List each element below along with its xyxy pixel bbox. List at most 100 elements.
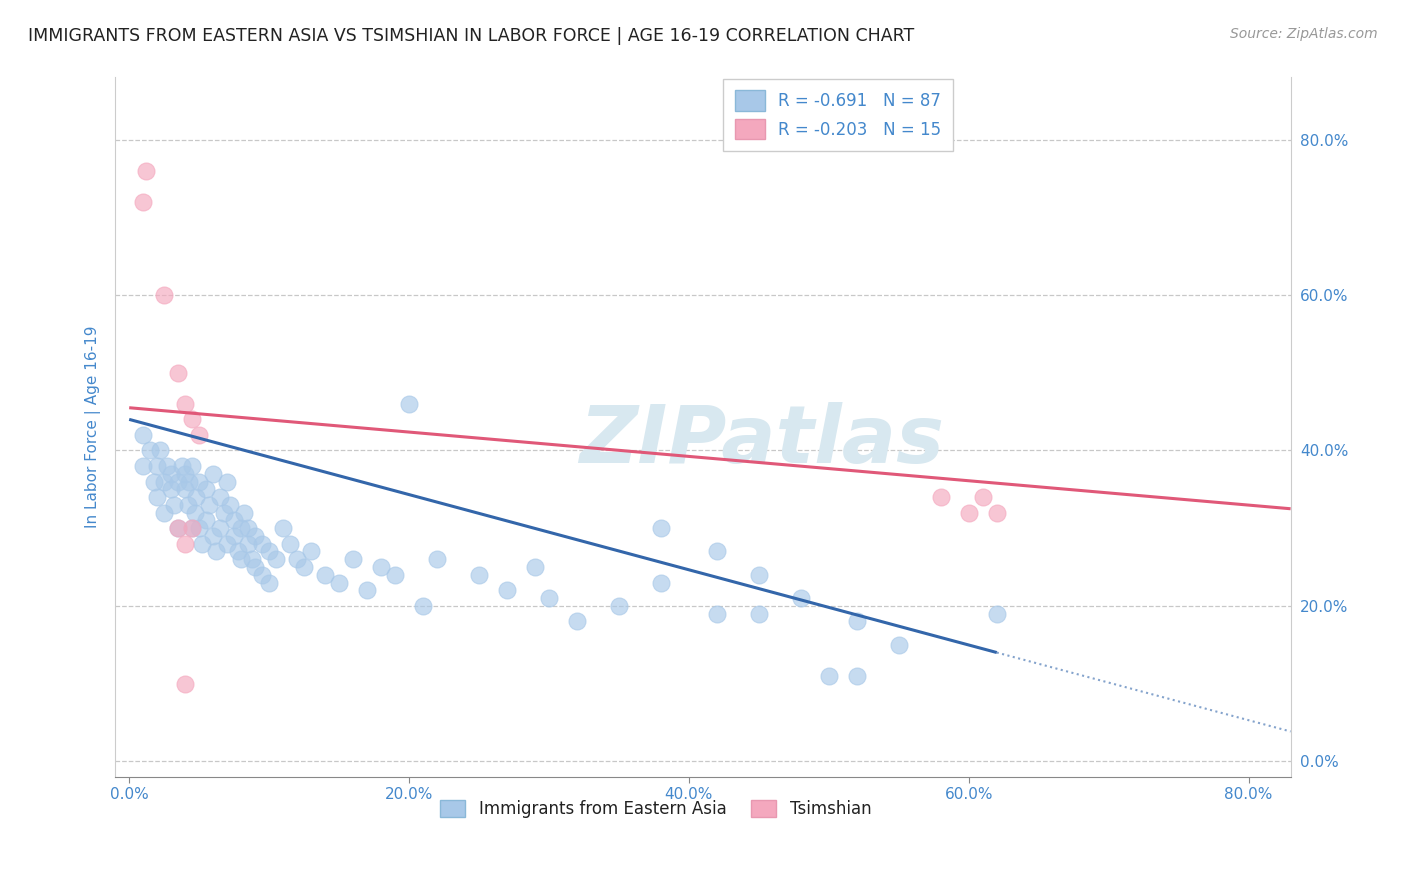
Point xyxy=(271,521,294,535)
Point xyxy=(177,498,200,512)
Point xyxy=(986,607,1008,621)
Point xyxy=(224,529,246,543)
Point xyxy=(167,475,190,489)
Point xyxy=(706,607,728,621)
Point xyxy=(202,467,225,481)
Point xyxy=(228,544,250,558)
Point xyxy=(167,366,190,380)
Point xyxy=(790,591,813,606)
Point xyxy=(236,537,259,551)
Point xyxy=(356,583,378,598)
Point xyxy=(845,615,868,629)
Point xyxy=(229,552,252,566)
Point xyxy=(179,475,201,489)
Point xyxy=(426,552,449,566)
Point xyxy=(153,288,176,302)
Point xyxy=(149,443,172,458)
Point xyxy=(748,607,770,621)
Point xyxy=(565,615,588,629)
Point xyxy=(887,638,910,652)
Point xyxy=(607,599,630,613)
Point xyxy=(209,490,232,504)
Point xyxy=(243,529,266,543)
Point xyxy=(202,529,225,543)
Point xyxy=(468,567,491,582)
Point xyxy=(167,521,190,535)
Point xyxy=(217,475,239,489)
Point xyxy=(264,552,287,566)
Point xyxy=(250,537,273,551)
Point xyxy=(236,521,259,535)
Point xyxy=(342,552,364,566)
Point xyxy=(817,669,839,683)
Point xyxy=(257,575,280,590)
Point xyxy=(174,537,197,551)
Point xyxy=(537,591,560,606)
Point xyxy=(214,506,236,520)
Point xyxy=(174,676,197,690)
Point xyxy=(299,544,322,558)
Point xyxy=(384,567,406,582)
Point xyxy=(146,458,169,473)
Point xyxy=(412,599,434,613)
Point xyxy=(845,669,868,683)
Point xyxy=(181,412,204,426)
Point xyxy=(146,490,169,504)
Point xyxy=(153,475,176,489)
Point xyxy=(160,483,183,497)
Y-axis label: In Labor Force | Age 16-19: In Labor Force | Age 16-19 xyxy=(86,326,101,528)
Point xyxy=(217,537,239,551)
Point xyxy=(205,544,228,558)
Point xyxy=(163,498,186,512)
Point xyxy=(243,560,266,574)
Legend: Immigrants from Eastern Asia, Tsimshian: Immigrants from Eastern Asia, Tsimshian xyxy=(433,793,879,824)
Point xyxy=(370,560,392,574)
Point xyxy=(240,552,263,566)
Point xyxy=(250,567,273,582)
Point xyxy=(156,458,179,473)
Point xyxy=(139,443,162,458)
Point xyxy=(972,490,994,504)
Point xyxy=(496,583,519,598)
Point xyxy=(285,552,308,566)
Point xyxy=(957,506,980,520)
Point xyxy=(181,458,204,473)
Point xyxy=(195,483,218,497)
Point xyxy=(188,521,211,535)
Point xyxy=(191,537,214,551)
Text: IMMIGRANTS FROM EASTERN ASIA VS TSIMSHIAN IN LABOR FORCE | AGE 16-19 CORRELATION: IMMIGRANTS FROM EASTERN ASIA VS TSIMSHIA… xyxy=(28,27,914,45)
Point xyxy=(153,506,176,520)
Point xyxy=(181,521,204,535)
Point xyxy=(132,428,155,442)
Point xyxy=(219,498,242,512)
Point xyxy=(188,475,211,489)
Point xyxy=(132,194,155,209)
Point xyxy=(748,567,770,582)
Point xyxy=(229,521,252,535)
Point xyxy=(650,521,672,535)
Point xyxy=(224,513,246,527)
Point xyxy=(186,490,208,504)
Point xyxy=(172,458,194,473)
Point xyxy=(209,521,232,535)
Point xyxy=(278,537,301,551)
Point xyxy=(143,475,166,489)
Point xyxy=(232,506,254,520)
Point xyxy=(167,521,190,535)
Point xyxy=(706,544,728,558)
Point xyxy=(328,575,350,590)
Point xyxy=(650,575,672,590)
Text: Source: ZipAtlas.com: Source: ZipAtlas.com xyxy=(1230,27,1378,41)
Point xyxy=(174,397,197,411)
Point xyxy=(174,467,197,481)
Point xyxy=(181,521,204,535)
Point xyxy=(184,506,207,520)
Point xyxy=(523,560,546,574)
Point xyxy=(292,560,315,574)
Point xyxy=(929,490,952,504)
Point xyxy=(314,567,336,582)
Point xyxy=(986,506,1008,520)
Text: ZIPatlas: ZIPatlas xyxy=(579,402,945,480)
Point xyxy=(174,483,197,497)
Point xyxy=(132,458,155,473)
